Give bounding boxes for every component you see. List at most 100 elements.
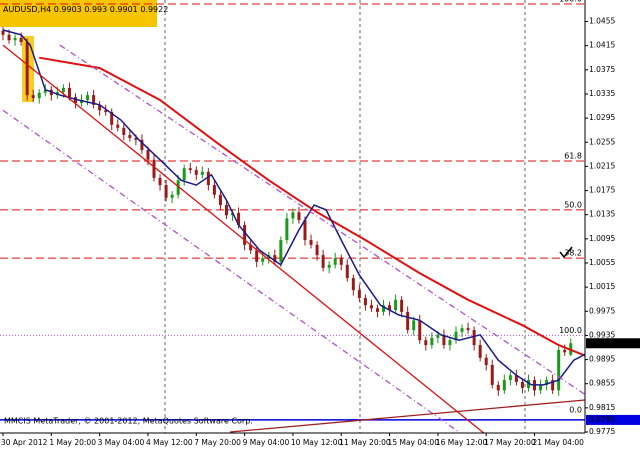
last-close: 0.9922 bbox=[140, 5, 168, 14]
candle-body bbox=[110, 112, 114, 125]
candle-body bbox=[406, 311, 410, 330]
candle-body bbox=[496, 384, 500, 391]
candle-body bbox=[490, 364, 494, 385]
candle-body bbox=[218, 194, 222, 206]
candle-body bbox=[454, 331, 458, 341]
y-tick-label: 1.0015 bbox=[589, 282, 615, 291]
candle-body bbox=[73, 96, 77, 104]
checkmark-icon bbox=[559, 246, 573, 259]
candle-body bbox=[442, 334, 446, 346]
candle-body bbox=[170, 194, 174, 198]
y-tick-label: 0.9815 bbox=[589, 403, 615, 412]
x-tick-label: 7 May 20:00 bbox=[194, 438, 241, 447]
current-price-label: 0.9922 bbox=[589, 338, 615, 347]
candle-body bbox=[13, 37, 17, 41]
candle-body bbox=[25, 42, 29, 96]
candle-body bbox=[388, 305, 392, 311]
x-tick-label: 1 May 20:00 bbox=[49, 438, 96, 447]
candle-body bbox=[116, 124, 120, 128]
candle-body bbox=[237, 212, 241, 225]
y-tick-label: 1.0375 bbox=[589, 65, 615, 74]
plot-area bbox=[0, 3, 585, 433]
candle-body bbox=[194, 170, 198, 175]
candle-body bbox=[128, 135, 132, 139]
candle-body bbox=[285, 218, 289, 241]
candle-body bbox=[545, 380, 549, 385]
y-tick-label: 0.9775 bbox=[589, 427, 615, 436]
candle-body bbox=[520, 381, 524, 388]
x-tick-label: 11 May 20:00 bbox=[339, 438, 391, 447]
candle-body bbox=[249, 244, 253, 251]
candle-body bbox=[418, 320, 422, 341]
candle-body bbox=[563, 349, 567, 353]
candle-body bbox=[412, 320, 416, 330]
x-tick-label: 15 May 04:00 bbox=[388, 438, 440, 447]
candle-body bbox=[146, 150, 150, 160]
candle-body bbox=[134, 138, 138, 140]
y-tick-label: 1.0415 bbox=[589, 41, 615, 50]
candle-body bbox=[224, 205, 228, 216]
y-tick-label: 1.0295 bbox=[589, 113, 615, 122]
candle-body bbox=[472, 329, 476, 346]
candle-body bbox=[212, 185, 216, 195]
candle-body bbox=[351, 278, 355, 291]
last-low: 0.9901 bbox=[110, 5, 138, 14]
y-tick-label: 1.0215 bbox=[589, 161, 615, 170]
candle-body bbox=[92, 95, 96, 105]
chart-title: AUDUSD,H4 0.9903 0.993 0.9901 0.9922 bbox=[3, 5, 168, 14]
candle-body bbox=[98, 104, 102, 111]
candle-body bbox=[339, 258, 343, 265]
x-tick-label: 16 May 12:00 bbox=[436, 438, 488, 447]
candle-body bbox=[460, 328, 464, 332]
last-high: 0.993 bbox=[84, 5, 107, 14]
indicator-line bbox=[2, 109, 462, 433]
y-tick-label: 1.0175 bbox=[589, 186, 615, 195]
level-label: 38.2 bbox=[564, 249, 582, 258]
y-tick-label: 1.0455 bbox=[589, 17, 615, 26]
y-tick-label: 1.0135 bbox=[589, 210, 615, 219]
level-label: 100.0 bbox=[559, 326, 582, 335]
x-tick-label: 30 Apr 2012 bbox=[1, 438, 48, 447]
candle-body bbox=[158, 177, 162, 186]
candle-body bbox=[273, 255, 277, 262]
candle-body bbox=[43, 89, 47, 93]
candle-body bbox=[31, 95, 35, 99]
candle-body bbox=[152, 159, 156, 178]
candle-body bbox=[303, 220, 307, 241]
candle-body bbox=[67, 87, 71, 97]
candle-body bbox=[206, 171, 210, 186]
candle-body bbox=[315, 244, 319, 256]
x-tick-label: 10 May 12:00 bbox=[291, 438, 343, 447]
y-tick-label: 1.0335 bbox=[589, 89, 615, 98]
candle-body bbox=[448, 340, 452, 346]
y-tick-label: 0.9895 bbox=[589, 355, 615, 364]
candle-body bbox=[140, 139, 144, 151]
candle-body bbox=[243, 224, 247, 245]
candle-body bbox=[430, 337, 434, 346]
x-tick-label: 9 May 04:00 bbox=[243, 438, 290, 447]
candle-body bbox=[466, 328, 470, 330]
candle-body bbox=[363, 297, 367, 306]
candle-body bbox=[255, 250, 259, 262]
candle-body bbox=[526, 380, 530, 388]
candle-body bbox=[436, 334, 440, 338]
candle-body bbox=[176, 180, 180, 195]
indicator-line bbox=[2, 29, 585, 386]
candle-body bbox=[37, 92, 41, 99]
candle-body bbox=[309, 240, 313, 245]
candle-body bbox=[345, 264, 349, 279]
candle-body bbox=[19, 37, 23, 43]
candle-body bbox=[291, 212, 295, 219]
y-tick-label: 0.9855 bbox=[589, 379, 615, 388]
candle-body bbox=[478, 345, 482, 358]
candle-body bbox=[327, 264, 331, 268]
candle-body bbox=[86, 95, 90, 100]
candle-body bbox=[7, 34, 11, 41]
candle-body bbox=[321, 255, 325, 268]
candle-body bbox=[357, 290, 361, 298]
candle-body bbox=[382, 305, 386, 312]
candle-body bbox=[551, 380, 555, 391]
candle-body bbox=[104, 110, 108, 113]
